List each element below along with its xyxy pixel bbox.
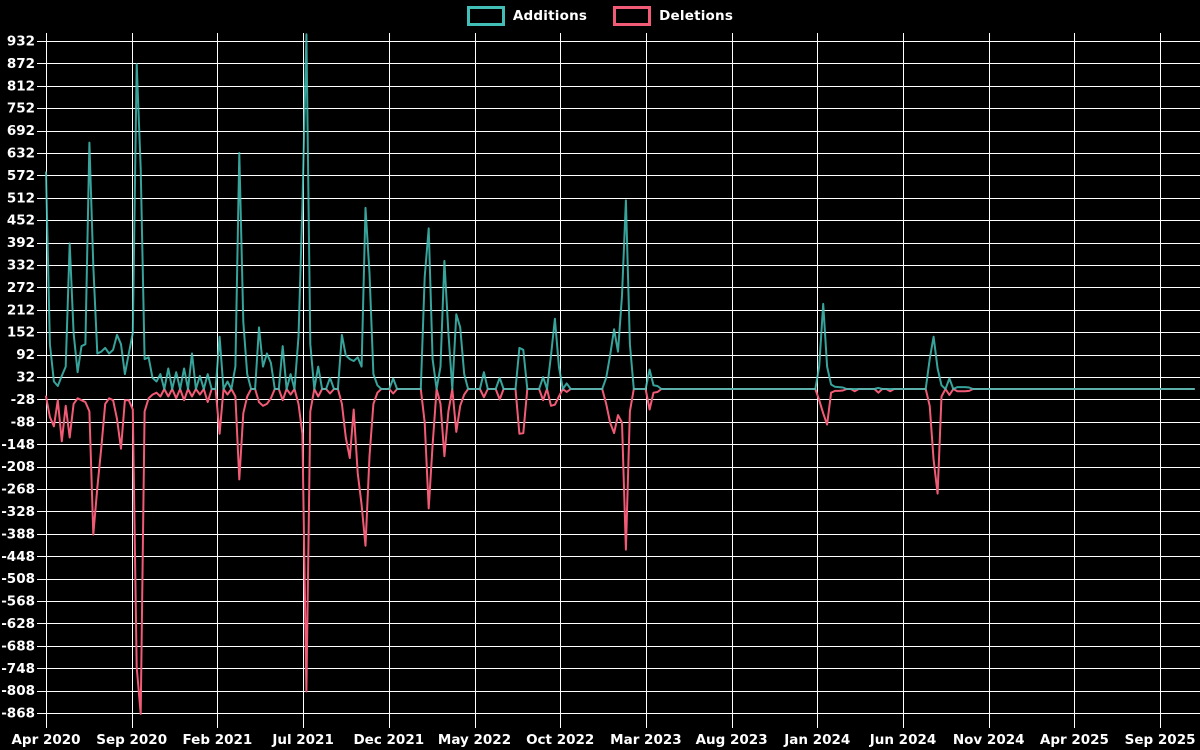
svg-text:-868: -868 <box>1 706 35 722</box>
svg-text:-388: -388 <box>1 526 35 542</box>
svg-text:632: 632 <box>7 146 35 162</box>
svg-text:Jun 2024: Jun 2024 <box>869 732 937 748</box>
svg-text:Jan 2024: Jan 2024 <box>783 732 850 748</box>
svg-text:Apr 2020: Apr 2020 <box>11 732 80 748</box>
svg-text:152: 152 <box>7 325 35 341</box>
svg-text:-328: -328 <box>1 504 35 520</box>
svg-text:-748: -748 <box>1 661 35 677</box>
svg-text:-628: -628 <box>1 616 35 632</box>
svg-text:-688: -688 <box>1 638 35 654</box>
deletions-line <box>45 388 1195 715</box>
svg-text:Nov 2024: Nov 2024 <box>953 732 1025 748</box>
deletions-swatch-icon <box>613 6 652 26</box>
legend-item-deletions[interactable]: Deletions <box>613 6 733 26</box>
svg-text:572: 572 <box>7 168 35 184</box>
legend-item-additions[interactable]: Additions <box>466 6 588 26</box>
svg-text:512: 512 <box>7 190 35 206</box>
svg-text:-568: -568 <box>1 594 35 610</box>
svg-text:212: 212 <box>7 302 35 318</box>
svg-text:32: 32 <box>16 370 35 386</box>
svg-text:-808: -808 <box>1 683 35 699</box>
svg-text:812: 812 <box>7 78 35 94</box>
svg-text:272: 272 <box>7 280 35 296</box>
svg-text:-448: -448 <box>1 549 35 565</box>
svg-text:Oct 2022: Oct 2022 <box>526 732 594 748</box>
svg-text:Dec 2021: Dec 2021 <box>353 732 424 748</box>
legend-label-additions: Additions <box>512 8 588 24</box>
svg-text:92: 92 <box>16 347 35 363</box>
gridlines <box>37 33 1200 728</box>
y-axis-labels: 932 872 812 752 692 632 572 512 452 392 332 272 212 1… <box>1 33 35 721</box>
svg-text:692: 692 <box>7 123 35 139</box>
svg-text:Apr 2025: Apr 2025 <box>1040 732 1109 748</box>
x-axis-labels: Apr 2020 Sep 2020 Feb 2021 Jul 2021 Dec 2021… <box>11 732 1195 748</box>
svg-text:392: 392 <box>7 235 35 251</box>
additions-swatch-icon <box>466 6 505 26</box>
svg-text:872: 872 <box>7 56 35 72</box>
svg-text:Feb 2021: Feb 2021 <box>183 732 253 748</box>
svg-text:-208: -208 <box>1 459 35 475</box>
svg-text:-88: -88 <box>11 414 35 430</box>
svg-text:Jul 2021: Jul 2021 <box>271 732 334 748</box>
svg-text:332: 332 <box>7 258 35 274</box>
svg-text:452: 452 <box>7 213 35 229</box>
svg-text:-28: -28 <box>11 392 35 408</box>
legend-label-deletions: Deletions <box>659 8 734 24</box>
chart-legend: Additions Deletions <box>0 6 1200 26</box>
svg-text:752: 752 <box>7 101 35 117</box>
svg-text:Mar 2023: Mar 2023 <box>610 732 681 748</box>
svg-text:Aug 2023: Aug 2023 <box>696 732 768 748</box>
svg-text:Sep 2025: Sep 2025 <box>1125 732 1196 748</box>
svg-text:-268: -268 <box>1 482 35 498</box>
additions-line <box>45 33 1195 390</box>
svg-text:-148: -148 <box>1 437 35 453</box>
svg-text:932: 932 <box>7 33 35 49</box>
svg-text:Sep 2020: Sep 2020 <box>96 732 167 748</box>
svg-text:-508: -508 <box>1 571 35 587</box>
svg-text:May 2022: May 2022 <box>438 732 511 748</box>
